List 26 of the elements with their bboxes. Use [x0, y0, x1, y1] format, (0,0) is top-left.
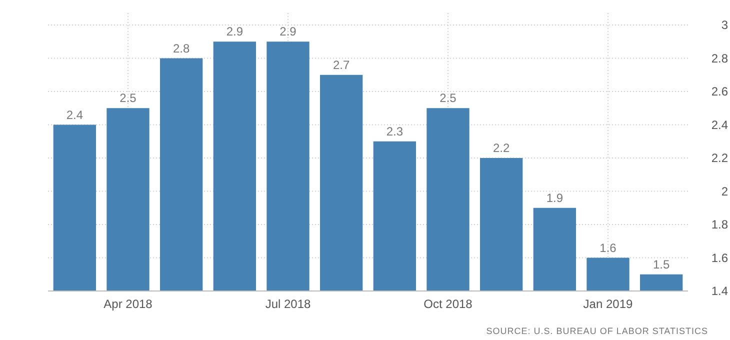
data-label: 1.6: [600, 240, 617, 255]
data-label: 2.8: [172, 41, 190, 56]
y-tick-label: 2.6: [711, 84, 728, 98]
y-tick-label: 1.4: [711, 284, 728, 298]
source-note: SOURCE: U.S. BUREAU OF LABOR STATISTICS: [486, 326, 708, 336]
data-label: 1.5: [652, 257, 670, 272]
y-tick-label: 2: [721, 184, 728, 198]
data-label: 1.9: [546, 190, 564, 205]
y-tick-label: 2.2: [711, 151, 728, 165]
y-tick-label: 2.8: [711, 51, 728, 66]
x-tick-label: Oct 2018: [424, 297, 473, 311]
y-tick-label: 2.4: [711, 118, 728, 132]
x-tick-label: Apr 2018: [104, 297, 153, 311]
data-label: 2.5: [120, 91, 137, 106]
y-tick-label: 1.6: [711, 250, 728, 265]
data-label: 2.5: [440, 91, 457, 106]
x-tick-label: Jul 2018: [265, 297, 312, 311]
y-tick-label: 3: [721, 18, 728, 32]
data-label: 2.3: [386, 124, 404, 138]
data-label: 2.9: [280, 24, 297, 39]
data-label: 2.4: [66, 108, 84, 122]
y-tick-label: 1.8: [711, 218, 728, 232]
data-label: 2.2: [492, 141, 510, 155]
x-tick-label: Jan 2019: [583, 297, 634, 311]
data-label: 2.7: [332, 58, 350, 72]
data-label: 2.9: [226, 24, 244, 39]
